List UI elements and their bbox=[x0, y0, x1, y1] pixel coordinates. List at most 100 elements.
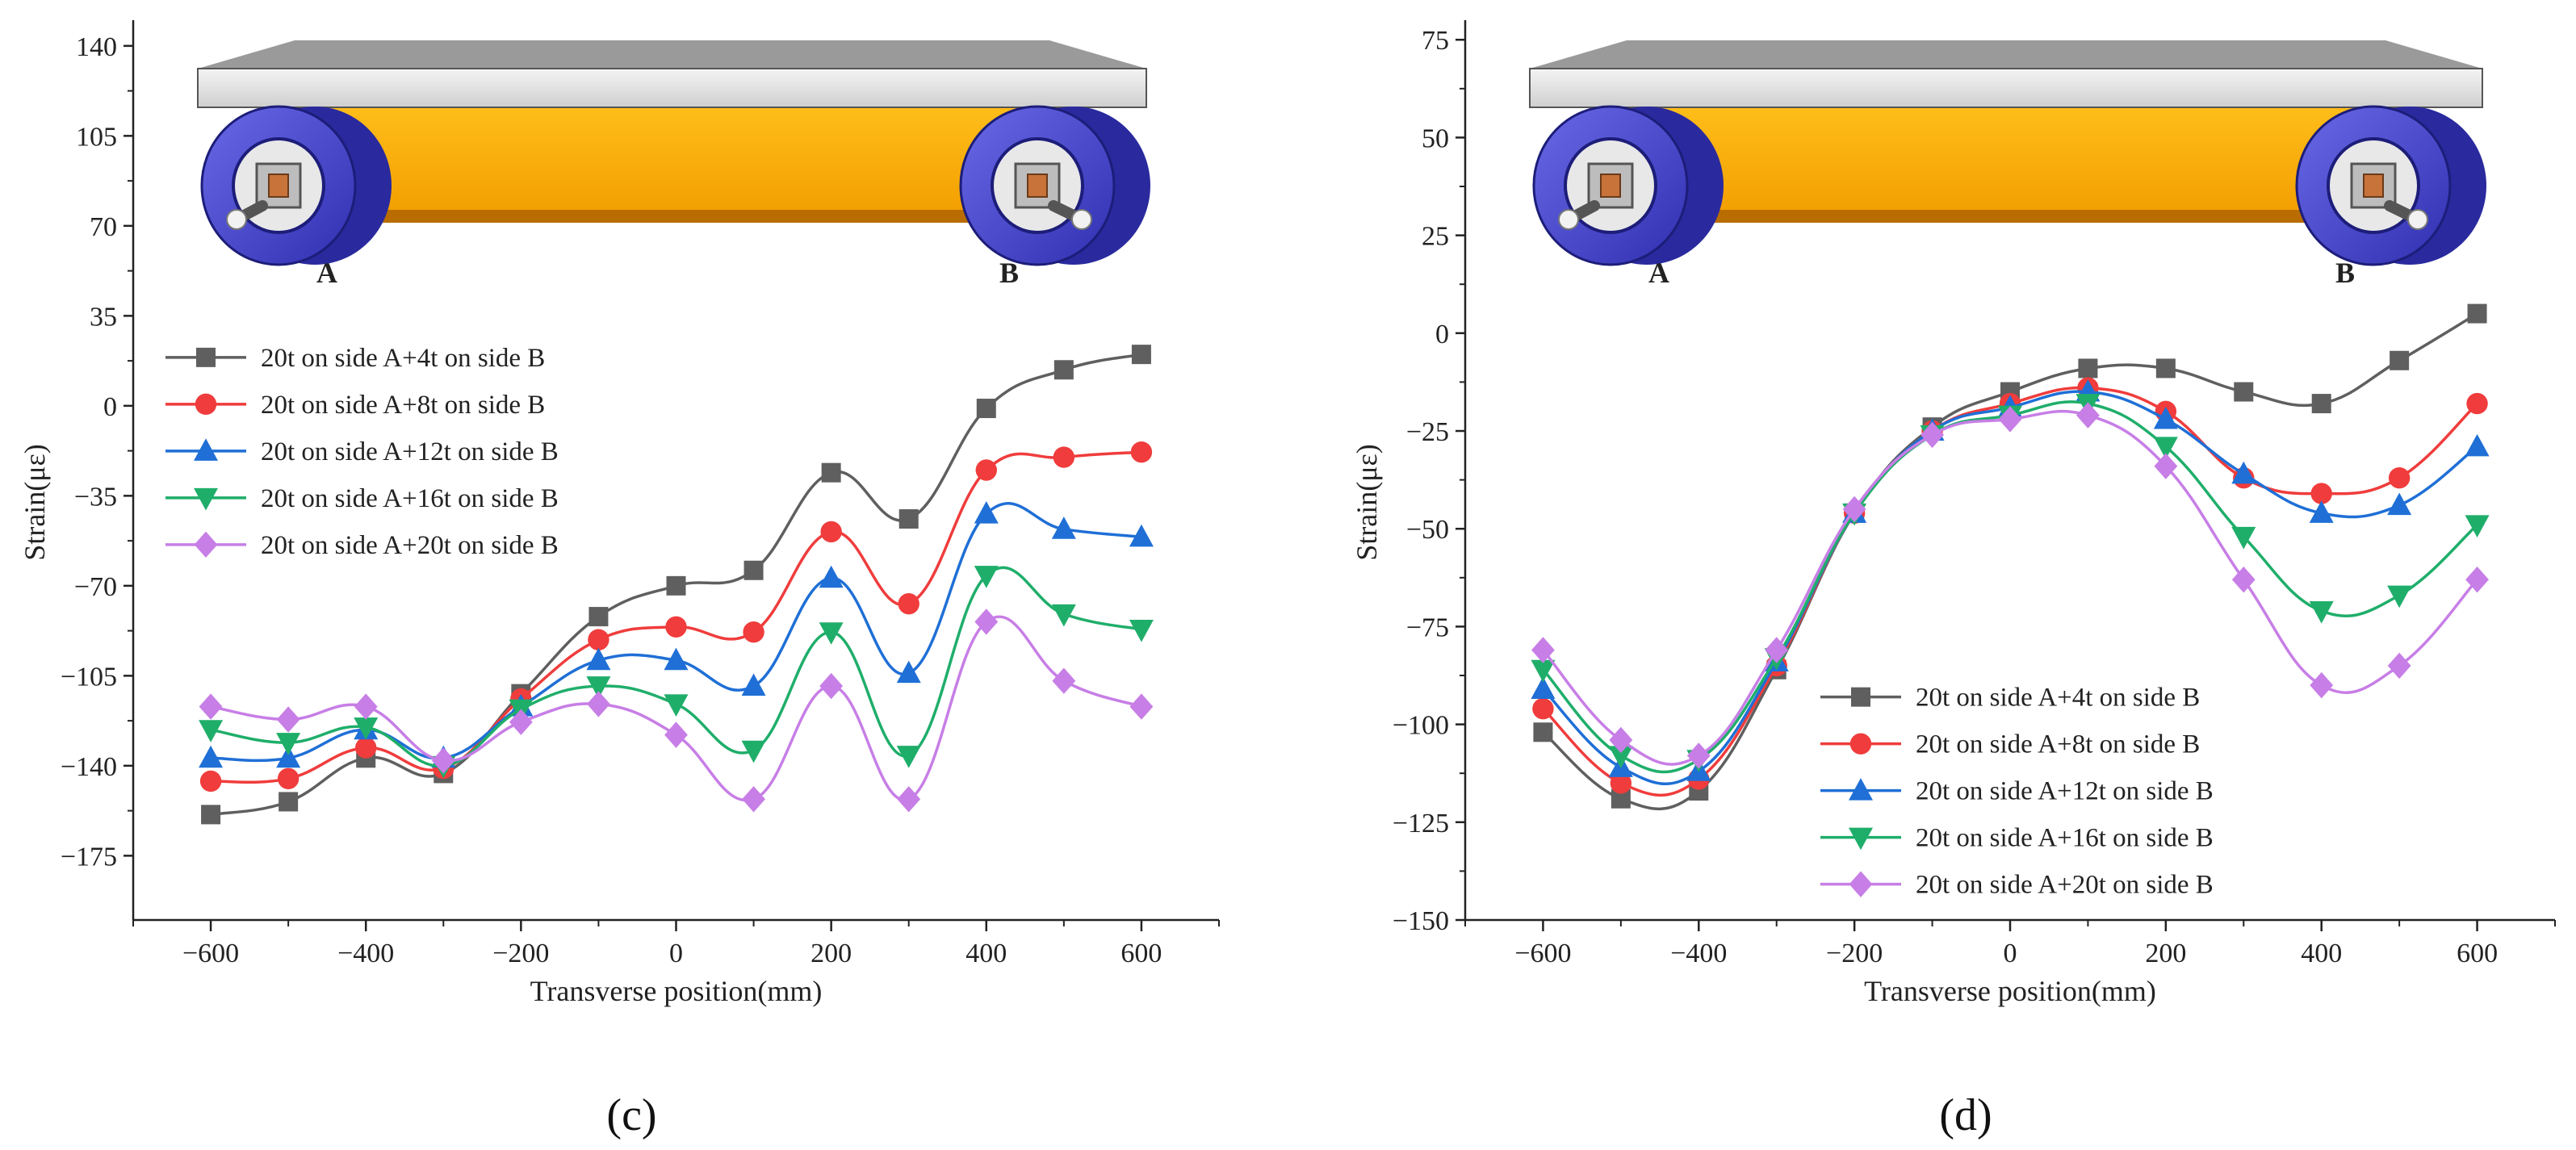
data-point bbox=[201, 805, 221, 825]
x-tick-label: 0 bbox=[669, 939, 683, 968]
legend-label: 20t on side A+8t on side B bbox=[261, 391, 545, 420]
data-point bbox=[1129, 620, 1154, 642]
data-point bbox=[897, 786, 921, 813]
y-tick-label: −100 bbox=[1393, 711, 1449, 741]
data-point bbox=[199, 720, 224, 742]
data-point bbox=[2155, 358, 2176, 378]
x-axis-title: Transverse position(mm) bbox=[530, 975, 823, 1007]
data-point bbox=[2078, 358, 2098, 378]
x-tick-label: −600 bbox=[1514, 939, 1571, 968]
data-point bbox=[1610, 772, 1632, 794]
series-line bbox=[210, 353, 1142, 817]
data-point bbox=[896, 746, 921, 768]
data-point bbox=[2153, 406, 2178, 429]
data-point bbox=[276, 733, 301, 755]
data-point bbox=[2310, 671, 2334, 699]
data-point bbox=[1129, 524, 1154, 547]
data-point bbox=[276, 745, 301, 768]
data-point bbox=[1052, 667, 1076, 694]
data-point bbox=[199, 693, 223, 720]
data-point bbox=[1609, 726, 1633, 754]
data-point bbox=[2231, 567, 2256, 593]
data-point bbox=[586, 676, 611, 699]
data-point bbox=[2388, 466, 2411, 489]
data-point bbox=[1130, 441, 1153, 463]
legend-marker bbox=[1849, 733, 1872, 755]
y-axis-title: Strain(με) bbox=[19, 444, 51, 560]
legend-entry: 20t on side A+8t on side B bbox=[1820, 730, 2200, 759]
y-tick-label: −35 bbox=[74, 482, 117, 512]
x-tick-label: −400 bbox=[1670, 939, 1727, 968]
legend-label: 20t on side A+4t on side B bbox=[261, 344, 545, 373]
data-point bbox=[1842, 496, 1866, 523]
label-side-a: A bbox=[316, 257, 337, 289]
x-tick-label: −600 bbox=[182, 939, 239, 968]
data-point bbox=[1998, 406, 2022, 433]
data-point bbox=[664, 721, 688, 748]
legend-marker bbox=[194, 438, 218, 461]
wheel-b-icon bbox=[959, 105, 1150, 266]
data-point bbox=[2467, 303, 2487, 324]
axle-beam bbox=[331, 105, 1045, 218]
data-point bbox=[2309, 601, 2334, 624]
legend-entry: 20t on side A+16t on side B bbox=[165, 484, 559, 513]
series-5 bbox=[1531, 402, 2489, 769]
deck-plate bbox=[197, 68, 1147, 108]
legend-label: 20t on side A+4t on side B bbox=[1916, 684, 2200, 713]
legend-marker bbox=[1849, 778, 1873, 801]
data-point bbox=[1532, 698, 1554, 720]
y-tick-label: 0 bbox=[1435, 320, 1449, 349]
y-tick-label: −50 bbox=[1406, 515, 1449, 545]
data-point bbox=[821, 462, 841, 483]
legend-label: 20t on side A+16t on side B bbox=[261, 484, 559, 513]
data-point bbox=[1051, 516, 1076, 539]
data-point bbox=[974, 501, 999, 524]
data-point bbox=[1531, 637, 1555, 663]
data-point bbox=[2310, 483, 2332, 504]
label-side-b: B bbox=[999, 257, 1019, 289]
deck-plate-top bbox=[198, 40, 1146, 69]
data-point bbox=[974, 566, 999, 588]
series-5 bbox=[199, 608, 1154, 813]
legend-marker bbox=[1849, 871, 1873, 897]
data-point bbox=[1531, 676, 1556, 699]
data-point bbox=[664, 647, 689, 671]
legend: 20t on side A+4t on side B 20t on side A+… bbox=[165, 344, 559, 560]
data-point bbox=[279, 792, 299, 812]
data-point bbox=[2234, 382, 2254, 402]
data-point bbox=[2076, 402, 2100, 429]
data-point bbox=[1531, 659, 1556, 683]
data-point bbox=[819, 672, 844, 700]
data-point bbox=[2466, 392, 2488, 415]
data-point bbox=[820, 521, 842, 543]
data-point bbox=[741, 673, 766, 696]
data-point bbox=[199, 745, 224, 768]
deck-plate bbox=[1529, 68, 2483, 108]
y-tick-label: −125 bbox=[1393, 809, 1449, 838]
x-tick-label: 600 bbox=[2457, 939, 2498, 968]
data-point bbox=[509, 709, 533, 735]
data-point bbox=[1920, 421, 1944, 449]
data-point bbox=[586, 647, 611, 671]
legend-entry: 20t on side A+12t on side B bbox=[1820, 777, 2214, 806]
data-point bbox=[1533, 722, 1553, 742]
data-point bbox=[743, 621, 764, 643]
data-point bbox=[2465, 433, 2490, 457]
legend-entry: 20t on side A+20t on side B bbox=[1820, 871, 2214, 900]
data-point bbox=[1053, 446, 1075, 468]
data-point bbox=[2465, 567, 2489, 593]
data-point bbox=[1608, 746, 1633, 768]
y-tick-label: 140 bbox=[76, 32, 117, 62]
legend-entry: 20t on side A+4t on side B bbox=[165, 344, 545, 373]
legend-label: 20t on side A+12t on side B bbox=[261, 437, 559, 466]
legend-label: 20t on side A+12t on side B bbox=[1916, 777, 2214, 806]
data-point bbox=[1053, 360, 1074, 380]
data-point bbox=[2387, 492, 2412, 516]
data-point bbox=[2154, 453, 2178, 479]
legend: 20t on side A+4t on side B 20t on side A+… bbox=[1820, 684, 2214, 900]
data-point bbox=[819, 622, 844, 645]
data-point bbox=[664, 694, 689, 717]
